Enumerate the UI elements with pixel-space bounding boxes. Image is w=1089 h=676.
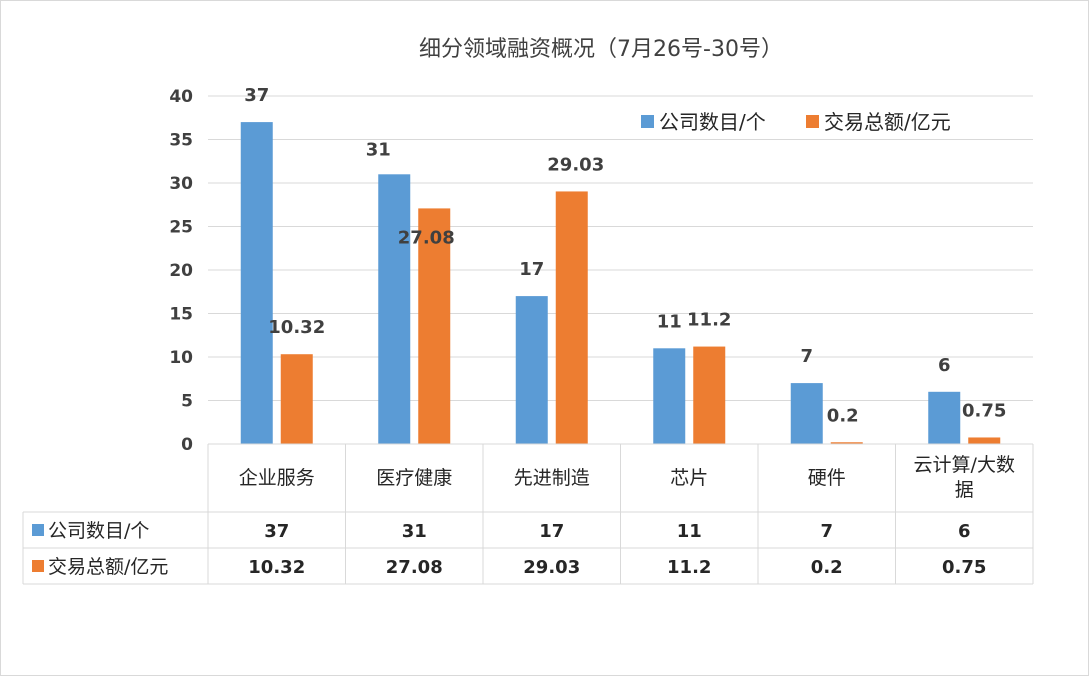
bar-deal-amount <box>968 437 1001 444</box>
data-label: 17 <box>519 259 544 280</box>
legend-swatch <box>806 115 819 128</box>
table-legend-swatch <box>32 524 44 536</box>
bar-company-count <box>653 348 686 444</box>
table-cell: 11.2 <box>667 557 711 578</box>
y-tick-label: 40 <box>169 87 193 107</box>
table-row-header: 交易总额/亿元 <box>48 556 168 578</box>
table-cell: 0.2 <box>811 557 843 578</box>
legend-label: 交易总额/亿元 <box>824 110 951 134</box>
x-category-label: 硬件 <box>808 467 846 489</box>
table-cell: 10.32 <box>248 557 305 578</box>
x-category-label: 先进制造 <box>514 467 590 489</box>
bar-company-count <box>515 296 548 444</box>
data-label: 0.2 <box>827 405 859 426</box>
table-cell: 31 <box>402 521 427 542</box>
bar-deal-amount <box>555 191 588 444</box>
legend-swatch <box>641 115 654 128</box>
data-label: 10.32 <box>268 317 325 338</box>
data-label: 29.03 <box>547 154 604 175</box>
table-cell: 37 <box>264 521 289 542</box>
data-label: 7 <box>800 346 813 367</box>
table-cell: 7 <box>820 521 833 542</box>
bar-deal-amount <box>418 208 451 444</box>
y-axis-ticks: 0 5 10 15 20 25 30 35 40 <box>169 87 193 455</box>
x-category-label: 芯片 <box>670 467 708 489</box>
table-cell: 11 <box>677 521 702 542</box>
data-labels: 37 10.32 31 27.08 17 29.03 11 11.2 7 0.2 6 0.75 <box>244 85 1006 426</box>
table-cell: 27.08 <box>386 557 443 578</box>
table-cell: 29.03 <box>523 557 580 578</box>
y-tick-label: 15 <box>169 305 193 325</box>
bar-company-count <box>240 122 273 444</box>
bar-company-count <box>378 174 411 445</box>
data-label: 0.75 <box>962 400 1006 421</box>
data-label: 27.08 <box>398 227 455 248</box>
table-legend-swatch <box>32 560 44 572</box>
bar-deal-amount <box>830 442 863 444</box>
y-tick-label: 35 <box>169 131 193 151</box>
x-category-label: 云计算/大数据 <box>914 454 1015 501</box>
bars <box>240 122 1001 445</box>
table-row-header: 公司数目/个 <box>48 520 149 542</box>
bar-deal-amount <box>280 354 313 444</box>
data-label: 11.2 <box>687 310 731 331</box>
legend-label: 公司数目/个 <box>659 110 766 134</box>
y-tick-label: 0 <box>181 435 193 455</box>
y-tick-label: 5 <box>181 392 193 412</box>
table-cell: 6 <box>958 521 971 542</box>
y-tick-label: 30 <box>169 174 193 194</box>
y-tick-label: 20 <box>169 261 193 281</box>
table-cell: 0.75 <box>942 557 986 578</box>
bar-company-count <box>790 383 823 444</box>
data-label: 11 <box>657 311 682 332</box>
x-category-label: 医疗健康 <box>376 467 452 489</box>
bar-company-count <box>928 391 961 444</box>
data-label: 37 <box>244 85 269 106</box>
grid-lines <box>208 95 1033 445</box>
y-tick-label: 25 <box>169 218 193 238</box>
chart-title: 细分领域融资概况（7月26号-30号） <box>419 37 783 62</box>
data-label: 6 <box>938 355 951 376</box>
bar-deal-amount <box>693 346 726 444</box>
x-category-label: 企业服务 <box>239 467 315 489</box>
data-label: 31 <box>366 139 391 160</box>
legend: 公司数目/个 交易总额/亿元 <box>641 110 951 134</box>
y-tick-label: 10 <box>169 348 193 368</box>
table-cell: 17 <box>539 521 564 542</box>
